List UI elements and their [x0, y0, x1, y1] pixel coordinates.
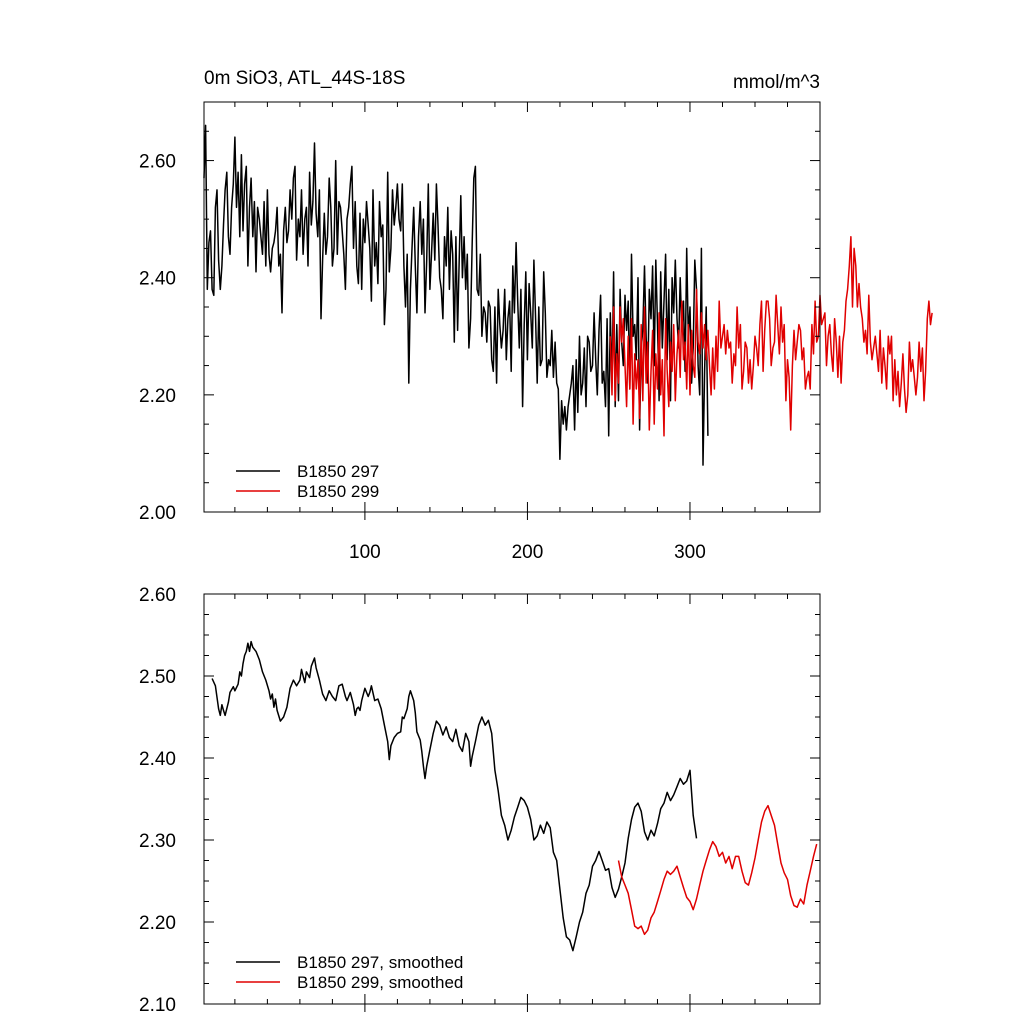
x-tick-label: 200: [512, 542, 544, 563]
legend-label-b1850-297-smoothed: B1850 297, smoothed: [297, 953, 463, 972]
bottom-panel-ticks: [204, 593, 821, 1012]
top-panel-title: 0m SiO3, ATL_44S-18S: [204, 68, 405, 89]
legend-label-b1850-299-smoothed: B1850 299, smoothed: [297, 973, 463, 992]
y-tick-label: 2.20: [139, 913, 176, 934]
legend-label-b1850-297: B1850 297: [297, 462, 379, 481]
bottom-panel-tick-labels: 2.10 2.20 2.30 2.40 2.50 2.60: [139, 585, 176, 1016]
x-tick-label: 100: [349, 542, 381, 563]
series-line-b1850-299: [609, 235, 933, 437]
top-panel-legend: B1850 297 B1850 299: [236, 462, 379, 501]
y-tick-label: 2.60: [139, 585, 176, 606]
top-panel-tick-labels: 2.00 2.20 2.40 2.60 100 200 300: [139, 152, 706, 563]
y-tick-label: 2.10: [139, 995, 176, 1016]
bottom-panel-legend: B1850 297, smoothed B1850 299, smoothed: [236, 953, 463, 992]
top-panel-ticks: [204, 101, 821, 520]
y-tick-label: 2.00: [139, 503, 176, 524]
bottom-panel: 2.10 2.20 2.30 2.40 2.50 2.60 B1850 297, smoo…: [139, 585, 821, 1016]
series-line-b1850-299-smoothed: [617, 804, 818, 936]
y-tick-label: 2.50: [139, 667, 176, 688]
y-tick-label: 2.20: [139, 386, 176, 407]
series-line-b1850-297-smoothed: [211, 640, 698, 952]
top-panel-units: mmol/m^3: [733, 72, 820, 93]
top-panel: 0m SiO3, ATL_44S-18S mmol/m^3 2.002.202.…: [139, 68, 933, 563]
x-tick-label: 300: [674, 542, 706, 563]
y-tick-label: 2.40: [139, 269, 176, 290]
top-panel-lines: [203, 124, 933, 466]
legend-label-b1850-299: B1850 299: [297, 482, 379, 501]
y-tick-label: 2.40: [139, 749, 176, 770]
y-tick-label: 2.60: [139, 152, 176, 173]
bottom-panel-frame: [203, 593, 821, 1005]
bottom-panel-lines: [211, 640, 818, 952]
y-tick-label: 2.30: [139, 831, 176, 852]
